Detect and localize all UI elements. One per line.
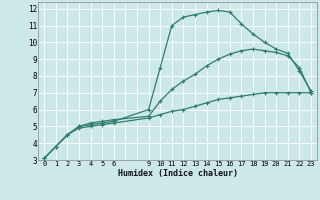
X-axis label: Humidex (Indice chaleur): Humidex (Indice chaleur) (118, 169, 238, 178)
